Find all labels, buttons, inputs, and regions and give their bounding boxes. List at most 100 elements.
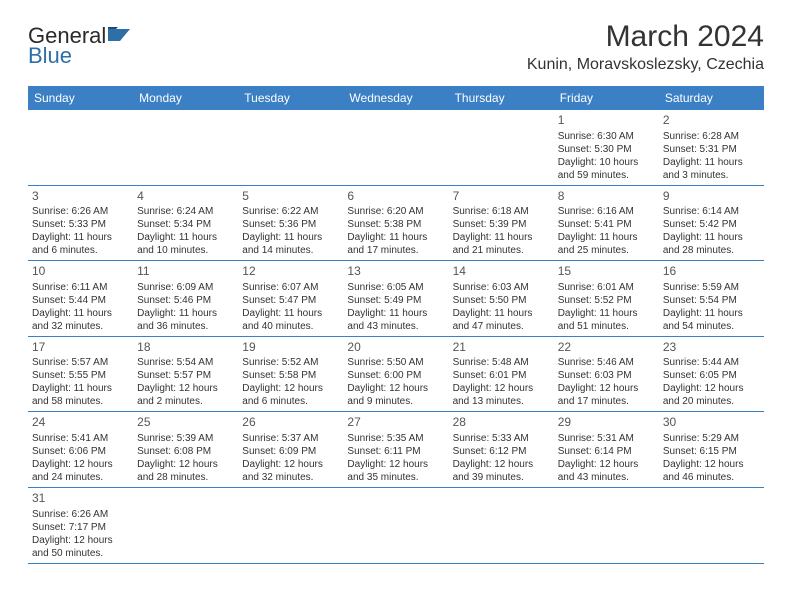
flag-icon	[108, 26, 134, 46]
day-number: 6	[347, 189, 444, 205]
title-block: March 2024 Kunin, Moravskoslezsky, Czech…	[527, 20, 764, 74]
week-row: 1Sunrise: 6:30 AMSunset: 5:30 PMDaylight…	[28, 110, 764, 186]
day-cell: 9Sunrise: 6:14 AMSunset: 5:42 PMDaylight…	[659, 186, 764, 261]
day-number: 30	[663, 415, 760, 431]
daylight-text: Daylight: 12 hours and 39 minutes.	[453, 458, 550, 484]
sunrise-text: Sunrise: 5:29 AM	[663, 432, 760, 445]
sunset-text: Sunset: 6:11 PM	[347, 445, 444, 458]
sunrise-text: Sunrise: 5:39 AM	[137, 432, 234, 445]
week-row: 17Sunrise: 5:57 AMSunset: 5:55 PMDayligh…	[28, 337, 764, 413]
day-number: 15	[558, 264, 655, 280]
day-cell	[554, 488, 659, 563]
daylight-text: Daylight: 11 hours and 14 minutes.	[242, 231, 339, 257]
sunset-text: Sunset: 5:58 PM	[242, 369, 339, 382]
sunset-text: Sunset: 5:31 PM	[663, 143, 760, 156]
day-cell: 10Sunrise: 6:11 AMSunset: 5:44 PMDayligh…	[28, 261, 133, 336]
day-cell: 18Sunrise: 5:54 AMSunset: 5:57 PMDayligh…	[133, 337, 238, 412]
sunset-text: Sunset: 6:03 PM	[558, 369, 655, 382]
sunrise-text: Sunrise: 6:24 AM	[137, 205, 234, 218]
week-row: 31Sunrise: 6:26 AMSunset: 7:17 PMDayligh…	[28, 488, 764, 564]
day-number: 28	[453, 415, 550, 431]
sunrise-text: Sunrise: 5:33 AM	[453, 432, 550, 445]
day-cell: 16Sunrise: 5:59 AMSunset: 5:54 PMDayligh…	[659, 261, 764, 336]
day-number: 11	[137, 264, 234, 280]
day-cell: 27Sunrise: 5:35 AMSunset: 6:11 PMDayligh…	[343, 412, 448, 487]
daylight-text: Daylight: 11 hours and 21 minutes.	[453, 231, 550, 257]
sunrise-text: Sunrise: 5:31 AM	[558, 432, 655, 445]
daylight-text: Daylight: 11 hours and 10 minutes.	[137, 231, 234, 257]
day-cell: 20Sunrise: 5:50 AMSunset: 6:00 PMDayligh…	[343, 337, 448, 412]
daylight-text: Daylight: 12 hours and 2 minutes.	[137, 382, 234, 408]
week-row: 10Sunrise: 6:11 AMSunset: 5:44 PMDayligh…	[28, 261, 764, 337]
header: GeneralBlue March 2024 Kunin, Moravskosl…	[28, 20, 764, 74]
day-cell: 23Sunrise: 5:44 AMSunset: 6:05 PMDayligh…	[659, 337, 764, 412]
sunset-text: Sunset: 7:17 PM	[32, 521, 129, 534]
day-header-cell: Saturday	[659, 86, 764, 110]
sunset-text: Sunset: 5:33 PM	[32, 218, 129, 231]
sunrise-text: Sunrise: 6:09 AM	[137, 281, 234, 294]
sunset-text: Sunset: 5:55 PM	[32, 369, 129, 382]
sunset-text: Sunset: 5:57 PM	[137, 369, 234, 382]
day-cell: 7Sunrise: 6:18 AMSunset: 5:39 PMDaylight…	[449, 186, 554, 261]
sunrise-text: Sunrise: 6:14 AM	[663, 205, 760, 218]
day-cell: 8Sunrise: 6:16 AMSunset: 5:41 PMDaylight…	[554, 186, 659, 261]
daylight-text: Daylight: 11 hours and 28 minutes.	[663, 231, 760, 257]
day-cell: 22Sunrise: 5:46 AMSunset: 6:03 PMDayligh…	[554, 337, 659, 412]
daylight-text: Daylight: 11 hours and 43 minutes.	[347, 307, 444, 333]
day-number: 13	[347, 264, 444, 280]
day-number: 9	[663, 189, 760, 205]
daylight-text: Daylight: 11 hours and 32 minutes.	[32, 307, 129, 333]
daylight-text: Daylight: 11 hours and 3 minutes.	[663, 156, 760, 182]
daylight-text: Daylight: 12 hours and 17 minutes.	[558, 382, 655, 408]
day-number: 3	[32, 189, 129, 205]
sunrise-text: Sunrise: 6:05 AM	[347, 281, 444, 294]
week-row: 3Sunrise: 6:26 AMSunset: 5:33 PM Daylight…	[28, 186, 764, 262]
day-cell: 29Sunrise: 5:31 AMSunset: 6:14 PMDayligh…	[554, 412, 659, 487]
day-number: 16	[663, 264, 760, 280]
day-number: 23	[663, 340, 760, 356]
sunset-text: Sunset: 5:47 PM	[242, 294, 339, 307]
day-number: 17	[32, 340, 129, 356]
day-cell: 25Sunrise: 5:39 AMSunset: 6:08 PMDayligh…	[133, 412, 238, 487]
day-cell	[343, 110, 448, 185]
day-number: 4	[137, 189, 234, 205]
location-text: Kunin, Moravskoslezsky, Czechia	[527, 56, 764, 74]
daylight-text: Daylight: 12 hours and 13 minutes.	[453, 382, 550, 408]
logo: GeneralBlue	[28, 20, 134, 66]
day-number: 29	[558, 415, 655, 431]
day-header-row: SundayMondayTuesdayWednesdayThursdayFrid…	[28, 86, 764, 110]
sunset-text: Sunset: 6:08 PM	[137, 445, 234, 458]
sunset-text: Sunset: 6:05 PM	[663, 369, 760, 382]
sunrise-text: Sunrise: 5:46 AM	[558, 356, 655, 369]
daylight-text: Daylight: 12 hours and 43 minutes.	[558, 458, 655, 484]
day-cell: 21Sunrise: 5:48 AMSunset: 6:01 PMDayligh…	[449, 337, 554, 412]
day-number: 19	[242, 340, 339, 356]
day-header-cell: Wednesday	[343, 86, 448, 110]
sunrise-text: Sunrise: 5:35 AM	[347, 432, 444, 445]
sunrise-text: Sunrise: 6:18 AM	[453, 205, 550, 218]
sunset-text: Sunset: 5:36 PM	[242, 218, 339, 231]
day-cell: 30Sunrise: 5:29 AMSunset: 6:15 PMDayligh…	[659, 412, 764, 487]
logo-text-2: Blue	[28, 43, 72, 68]
sunrise-text: Sunrise: 6:26 AM	[32, 205, 129, 218]
day-number: 14	[453, 264, 550, 280]
daylight-text: Daylight: 11 hours and 40 minutes.	[242, 307, 339, 333]
day-number: 1	[558, 113, 655, 129]
day-cell	[449, 488, 554, 563]
sunset-text: Sunset: 6:12 PM	[453, 445, 550, 458]
day-cell	[133, 110, 238, 185]
sunset-text: Sunset: 5:38 PM	[347, 218, 444, 231]
sunset-text: Sunset: 6:06 PM	[32, 445, 129, 458]
day-number: 31	[32, 491, 129, 507]
day-number: 24	[32, 415, 129, 431]
day-number: 25	[137, 415, 234, 431]
sunset-text: Sunset: 5:30 PM	[558, 143, 655, 156]
sunset-text: Sunset: 5:44 PM	[32, 294, 129, 307]
sunset-text: Sunset: 6:15 PM	[663, 445, 760, 458]
sunrise-text: Sunrise: 6:22 AM	[242, 205, 339, 218]
day-number: 5	[242, 189, 339, 205]
day-cell: 13Sunrise: 6:05 AMSunset: 5:49 PMDayligh…	[343, 261, 448, 336]
day-number: 10	[32, 264, 129, 280]
day-cell: 6Sunrise: 6:20 AMSunset: 5:38 PMDaylight…	[343, 186, 448, 261]
week-row: 24Sunrise: 5:41 AMSunset: 6:06 PMDayligh…	[28, 412, 764, 488]
